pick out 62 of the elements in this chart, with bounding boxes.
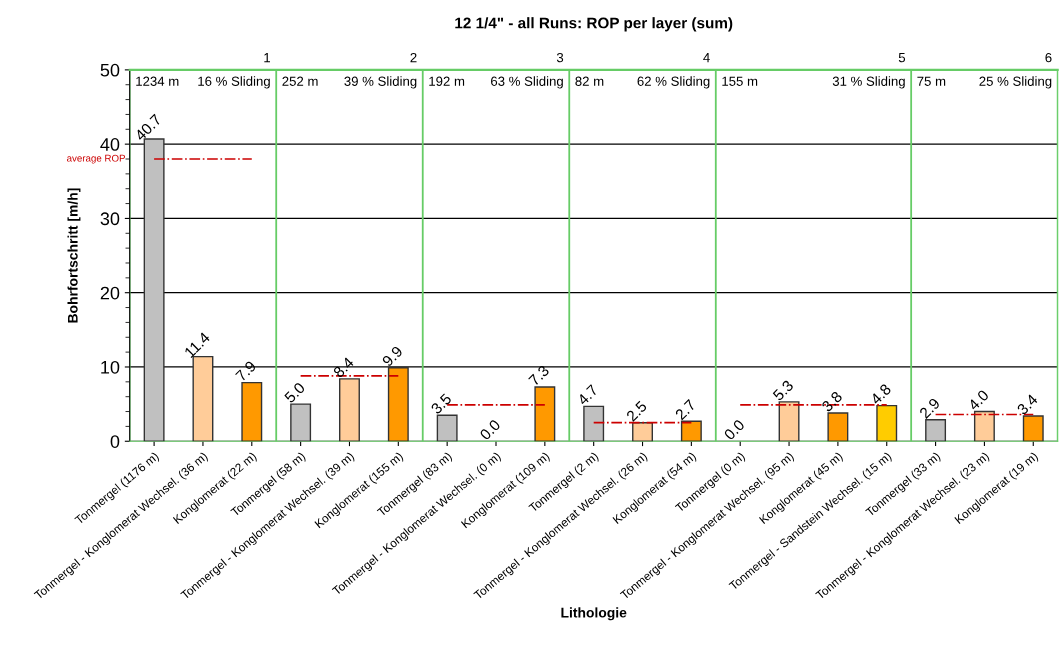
text: 4: [703, 53, 710, 63]
data-label: 9.9: [381, 345, 404, 368]
bar: [143, 138, 165, 442]
bar: [973, 410, 995, 442]
y-tick-label: 30: [100, 212, 120, 226]
bar: [632, 421, 653, 442]
data-label: 8.4: [332, 356, 355, 379]
y-tick-label: 10: [101, 360, 120, 374]
bar: [241, 381, 263, 442]
bar: [436, 414, 458, 442]
annotation: 75 m: [917, 76, 946, 86]
bar: [290, 403, 312, 442]
data-label: 3.8: [821, 390, 843, 413]
bar: [778, 401, 800, 442]
data-label: 7.3: [528, 364, 550, 387]
y-tick-label: 50: [100, 63, 120, 77]
text: 5: [898, 53, 906, 63]
data-label: 0.0: [479, 418, 501, 441]
data-label: 3.5: [430, 392, 453, 415]
bar: [387, 367, 409, 442]
data-label: 7.9: [235, 360, 257, 382]
annotation: 16 % Sliding: [198, 76, 270, 89]
annotation: 1234 m: [136, 76, 179, 86]
annotation: 39 % Sliding: [344, 76, 417, 89]
y-axis-title: Bohrfortschritt [m/h]: [67, 188, 81, 323]
annotation: 192 m: [429, 76, 465, 86]
annotation: 63 % Sliding: [491, 76, 563, 89]
data-label: 5.3: [772, 379, 794, 402]
text: average ROP: [67, 154, 126, 164]
annotation: 252 m: [282, 76, 318, 86]
chart-title: 12 1/4" - all Runs: ROP per layer (sum): [455, 17, 733, 32]
bar: [680, 420, 702, 442]
data-label: 4.0: [967, 389, 990, 412]
bar: [534, 386, 556, 442]
y-tick-label: 20: [100, 286, 120, 300]
text: 6: [1045, 52, 1052, 63]
y-tick-label: 0: [110, 435, 120, 448]
data-label: 2.5: [625, 400, 648, 422]
annotation: 62 % Sliding: [637, 76, 710, 89]
data-label: 4.7: [576, 384, 599, 406]
data-label: 2.9: [918, 397, 941, 419]
data-label: 5.0: [283, 381, 306, 404]
annotation: 155 m: [722, 76, 758, 86]
data-label: 3.4: [1016, 393, 1039, 416]
text: 2: [410, 52, 417, 63]
bar: [925, 419, 947, 442]
annotation: 82 m: [575, 76, 604, 86]
data-label: 2.7: [674, 398, 697, 421]
y-tick-label: 40: [100, 138, 120, 151]
data-label: 0.0: [723, 418, 746, 441]
data-label: 4.8: [869, 383, 892, 406]
bar: [583, 405, 605, 442]
data-label: 11.4: [183, 331, 211, 359]
x-axis-title: Lithologie: [561, 607, 627, 621]
bar: [1022, 415, 1044, 442]
bar: [876, 404, 898, 442]
annotation: 31 % Sliding: [832, 76, 905, 89]
bar: [827, 412, 849, 442]
annotation: 25 % Sliding: [979, 76, 1052, 89]
bar: [339, 378, 360, 442]
text: 1: [264, 53, 271, 63]
text: 3: [556, 52, 564, 63]
